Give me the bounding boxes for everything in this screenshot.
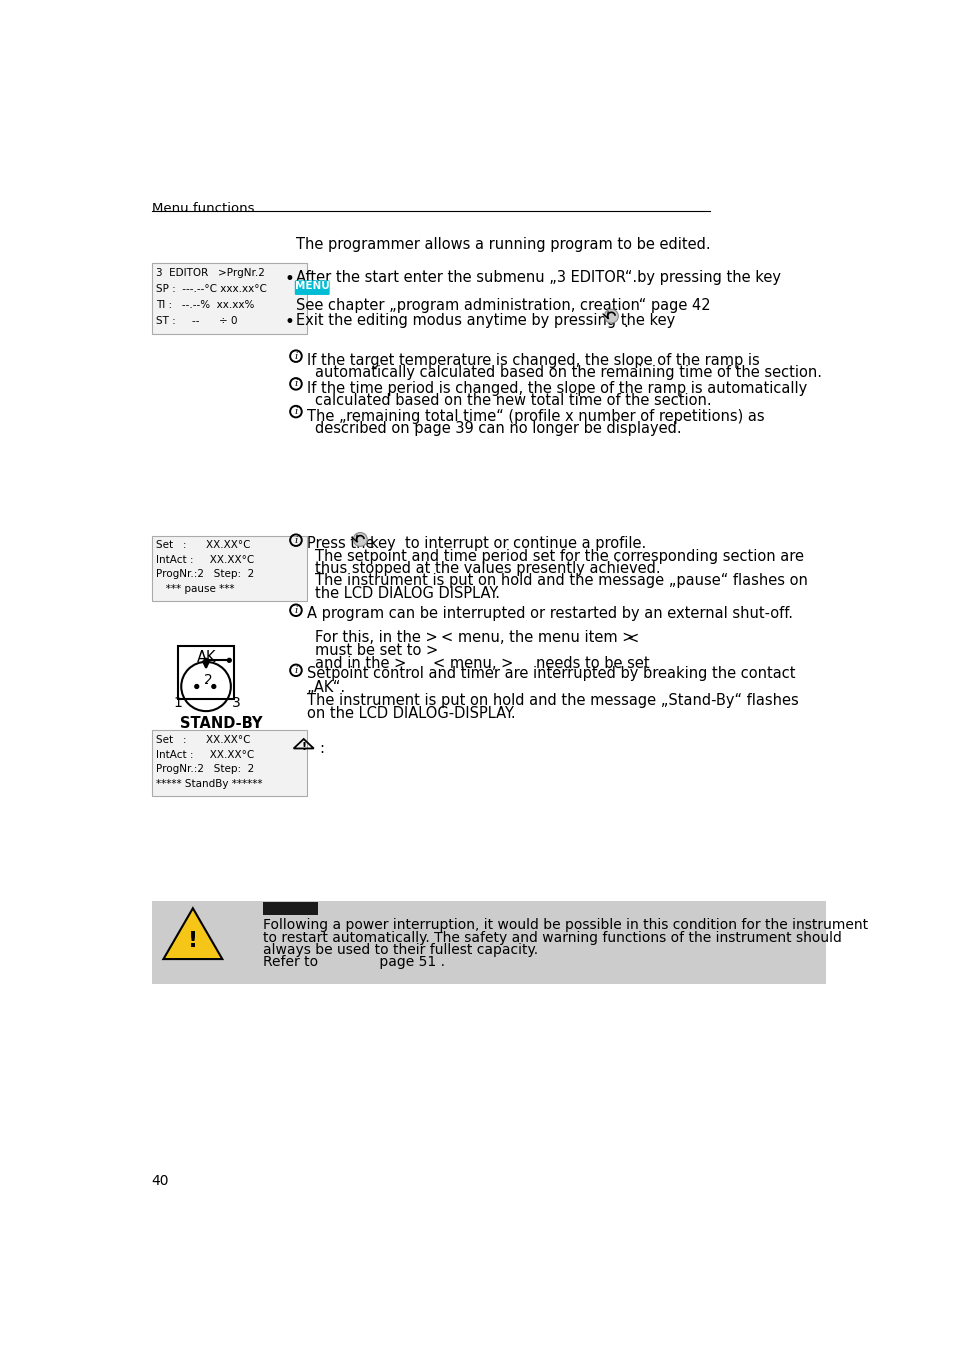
Text: The programmer allows a running program to be edited.: The programmer allows a running program … [295, 236, 710, 251]
Text: A program can be interrupted or restarted by an external shut-off.: A program can be interrupted or restarte… [307, 607, 792, 621]
Text: STAND-BY: STAND-BY [179, 716, 262, 731]
Text: < menu, >: < menu, > [433, 657, 513, 671]
Text: i: i [294, 380, 297, 388]
FancyBboxPatch shape [294, 280, 330, 295]
Text: 3: 3 [233, 696, 241, 709]
Text: For this, in the >: For this, in the > [315, 631, 437, 646]
Text: •: • [284, 313, 294, 331]
Text: The setpoint and time period set for the corresponding section are: The setpoint and time period set for the… [315, 549, 803, 563]
Text: !: ! [188, 931, 197, 951]
Circle shape [212, 685, 215, 689]
Text: and in the >: and in the > [315, 657, 406, 671]
Circle shape [204, 658, 208, 662]
Text: MENU: MENU [294, 281, 329, 292]
Text: ST :     --      ÷ 0: ST : -- ÷ 0 [155, 316, 237, 326]
Text: described on page 39 can no longer be displayed.: described on page 39 can no longer be di… [315, 422, 681, 436]
Text: always be used to their fullest capacity.: always be used to their fullest capacity… [262, 943, 537, 957]
Text: i: i [294, 666, 297, 674]
Circle shape [194, 685, 198, 689]
Text: The instrument is put on hold and the message „pause“ flashes on: The instrument is put on hold and the me… [315, 573, 807, 588]
Text: If the target temperature is changed, the slope of the ramp is: If the target temperature is changed, th… [307, 353, 759, 367]
Text: < menu, the menu item >: < menu, the menu item > [440, 631, 634, 646]
Text: i: i [294, 351, 297, 361]
Circle shape [353, 532, 367, 546]
FancyBboxPatch shape [152, 263, 307, 334]
Text: SP :  ---.--°C xxx.xx°C: SP : ---.--°C xxx.xx°C [155, 284, 266, 293]
Text: automatically calculated based on the remaining time of the section.: automatically calculated based on the re… [315, 365, 821, 381]
Text: •: • [284, 270, 294, 288]
Text: Press the: Press the [307, 535, 374, 551]
FancyBboxPatch shape [262, 902, 318, 915]
Text: on the LCD DIALOG-DISPLAY.: on the LCD DIALOG-DISPLAY. [307, 705, 515, 720]
Text: <: < [626, 631, 639, 646]
Text: TI :   --.--%  xx.xx%: TI : --.--% xx.xx% [155, 300, 253, 309]
Circle shape [191, 681, 202, 692]
Text: IntAct :     XX.XX°C: IntAct : XX.XX°C [155, 750, 253, 759]
Text: needs to be set: needs to be set [536, 657, 649, 671]
Circle shape [208, 681, 219, 692]
Text: thus stopped at the values presently achieved.: thus stopped at the values presently ach… [315, 561, 660, 576]
Text: key  to interrupt or continue a profile.: key to interrupt or continue a profile. [370, 536, 646, 551]
Text: the LCD DIALOG DISPLAY.: the LCD DIALOG DISPLAY. [315, 585, 499, 601]
Text: 1: 1 [173, 696, 182, 709]
Text: 3  EDITOR   >PrgNr.2: 3 EDITOR >PrgNr.2 [155, 267, 264, 277]
Text: The instrument is put on hold and the message „Stand-By“ flashes: The instrument is put on hold and the me… [307, 693, 798, 708]
Text: calculated based on the new total time of the section.: calculated based on the new total time o… [315, 393, 711, 408]
Text: Set   :      XX.XX°C: Set : XX.XX°C [155, 540, 250, 550]
Polygon shape [163, 908, 222, 959]
Text: *** pause ***: *** pause *** [155, 584, 233, 594]
Circle shape [227, 658, 231, 662]
Text: Exit the editing modus anytime by pressing the key: Exit the editing modus anytime by pressi… [295, 313, 675, 328]
Text: !: ! [301, 742, 306, 751]
Text: Menu functions: Menu functions [152, 203, 254, 215]
Text: „AK“.: „AK“. [307, 680, 346, 694]
Text: i: i [294, 536, 297, 544]
FancyBboxPatch shape [152, 535, 307, 601]
Text: IntAct :     XX.XX°C: IntAct : XX.XX°C [155, 555, 253, 565]
Text: The „remaining total time“ (profile x number of repetitions) as: The „remaining total time“ (profile x nu… [307, 408, 763, 423]
Text: Refer to              page 51 .: Refer to page 51 . [262, 955, 444, 969]
Text: 2: 2 [204, 673, 213, 686]
Text: must be set to >: must be set to > [315, 643, 438, 658]
Text: Setpoint control and timer are interrupted by breaking the contact: Setpoint control and timer are interrupt… [307, 666, 795, 681]
FancyBboxPatch shape [152, 901, 825, 985]
Text: to restart automatically. The safety and warning functions of the instrument sho: to restart automatically. The safety and… [262, 931, 841, 944]
Text: ***** StandBy ******: ***** StandBy ****** [155, 780, 262, 789]
FancyBboxPatch shape [152, 731, 307, 796]
Text: Set   :      XX.XX°C: Set : XX.XX°C [155, 735, 250, 744]
Text: ProgNr.:2   Step:  2: ProgNr.:2 Step: 2 [155, 765, 253, 774]
Text: AK: AK [196, 650, 216, 665]
FancyBboxPatch shape [178, 646, 233, 698]
Text: i: i [294, 605, 297, 615]
Text: ProgNr.:2   Step:  2: ProgNr.:2 Step: 2 [155, 570, 253, 580]
Text: .: . [622, 315, 627, 330]
Text: i: i [294, 407, 297, 416]
Circle shape [604, 309, 618, 323]
Text: If the time period is changed, the slope of the ramp is automatically: If the time period is changed, the slope… [307, 381, 806, 396]
Text: Following a power interruption, it would be possible in this condition for the i: Following a power interruption, it would… [262, 919, 867, 932]
Text: 40: 40 [152, 1174, 169, 1188]
Text: After the start enter the submenu „3 EDITOR“.by pressing the key: After the start enter the submenu „3 EDI… [295, 270, 781, 285]
Text: :: : [319, 742, 324, 757]
Text: See chapter „program administration, creation“ page 42: See chapter „program administration, cre… [295, 297, 710, 312]
